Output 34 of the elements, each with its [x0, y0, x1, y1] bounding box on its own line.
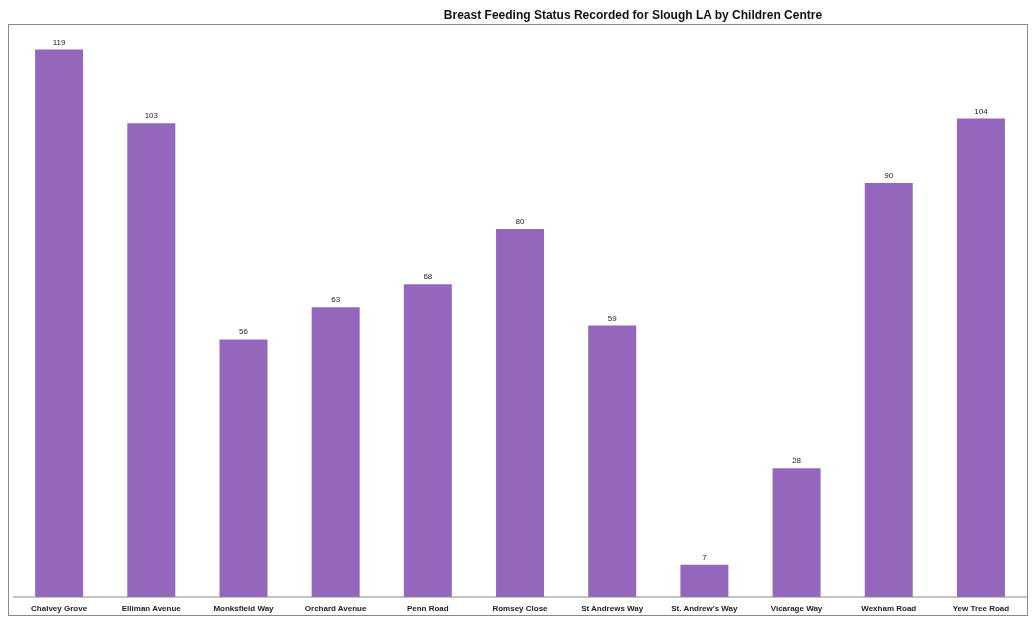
- chart-title: Breast Feeding Status Recorded for Slough LA by Children Centre: [442, 8, 824, 22]
- data-label: 80: [515, 217, 526, 226]
- x-tick-label: Penn Road: [406, 603, 449, 613]
- bar: [772, 468, 821, 597]
- data-label: 59: [607, 313, 618, 323]
- x-tick-label: St. Andrew's Way: [671, 603, 739, 613]
- data-label: 7: [702, 552, 708, 562]
- x-tick-label: Orchard Avenue: [304, 603, 368, 613]
- x-tick-label: Romsey Close: [492, 603, 549, 613]
- bar: [403, 284, 452, 597]
- x-tick-label: Wexham Road: [861, 603, 917, 613]
- x-tick-label: Elliman Avenue: [121, 603, 182, 613]
- bar: [864, 183, 913, 597]
- data-label: 68: [423, 272, 433, 282]
- bar: [127, 123, 176, 597]
- data-label: 104: [974, 106, 989, 116]
- x-tick-label: St Andrews Way: [581, 603, 644, 613]
- data-label: 63: [331, 295, 341, 305]
- data-label: 90: [884, 171, 894, 180]
- bar: [588, 325, 637, 597]
- data-label: 56: [239, 327, 249, 337]
- x-tick-label: Vicarage Way: [770, 603, 823, 613]
- x-tick-label: Chalvey Grove: [31, 603, 88, 613]
- data-label: 119: [52, 37, 67, 47]
- data-label: 28: [792, 456, 802, 466]
- bar: [219, 339, 268, 597]
- bar: [956, 118, 1005, 597]
- bar: [311, 307, 360, 597]
- x-tick-label: Monksfield Way: [213, 603, 275, 613]
- bar: [35, 49, 84, 597]
- x-tick-label: Yew Tree Road: [952, 603, 1010, 613]
- bar: [680, 564, 729, 597]
- data-label: 103: [144, 111, 159, 121]
- bar: [496, 229, 545, 597]
